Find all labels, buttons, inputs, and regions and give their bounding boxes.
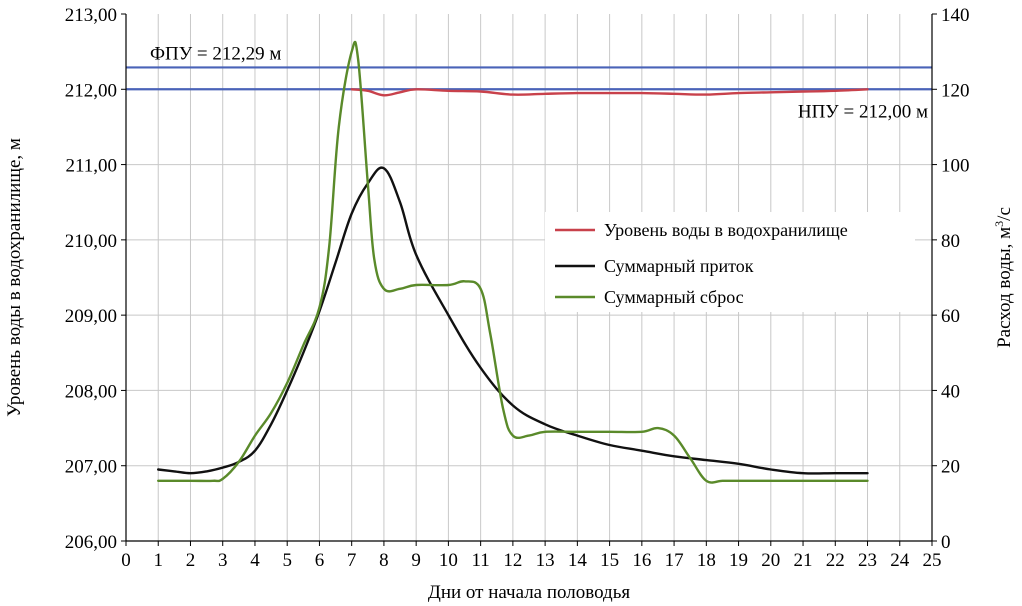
- npu-label: НПУ = 212,00 м: [798, 101, 928, 122]
- y-left-tick-label: 211,00: [65, 156, 117, 177]
- x-tick-label: 21: [794, 550, 813, 571]
- y-right-tick-label: 140: [941, 5, 970, 26]
- legend-label-inflow: Суммарный приток: [604, 256, 754, 276]
- x-tick-label: 24: [890, 550, 910, 571]
- fpu-label: ФПУ = 212,29 м: [150, 43, 281, 64]
- x-tick-label: 15: [600, 550, 619, 571]
- x-tick-label: 17: [665, 550, 684, 571]
- x-tick-label: 16: [632, 550, 651, 571]
- tick-labels: 0 1 2 3 4 5 6 7 8 9 10 11 12 13 14 15 16 17 18 19 20 21 22 23 24…: [65, 5, 970, 571]
- x-tick-label: 9: [411, 550, 421, 571]
- y-left-axis-title: Уровень воды в водохранилище, м: [4, 138, 25, 417]
- y-left-tick-label: 209,00: [65, 306, 117, 327]
- legend-label-level: Уровень воды в водохранилище: [604, 220, 848, 240]
- y-left-tick-label: 212,00: [65, 80, 117, 101]
- x-tick-label: 23: [858, 550, 877, 571]
- x-tick-label: 10: [439, 550, 458, 571]
- y-right-tick-label: 80: [941, 231, 960, 252]
- y-right-tick-label: 20: [941, 457, 960, 478]
- x-axis-title: Дни от начала половодья: [428, 582, 631, 603]
- x-tick-label: 18: [697, 550, 716, 571]
- x-tick-label: 3: [218, 550, 228, 571]
- y-right-tick-label: 60: [941, 306, 960, 327]
- x-tick-label: 20: [761, 550, 780, 571]
- y-right-axis-title-suffix: /с: [994, 207, 1015, 221]
- x-tick-label: 7: [347, 550, 357, 571]
- legend-label-discharge: Суммарный сброс: [604, 287, 744, 307]
- x-tick-label: 4: [250, 550, 260, 571]
- y-left-tick-label: 210,00: [65, 231, 117, 252]
- y-right-axis-title-sup: 3: [992, 221, 1006, 227]
- y-right-axis-title: Расход воды, м3/с: [992, 207, 1015, 348]
- x-tick-label: 6: [315, 550, 325, 571]
- x-tick-label: 0: [121, 550, 131, 571]
- x-tick-label: 8: [379, 550, 389, 571]
- y-left-tick-label: 208,00: [65, 381, 117, 402]
- y-right-tick-label: 120: [941, 80, 970, 101]
- x-tick-label: 11: [471, 550, 489, 571]
- series-line-discharge: [157, 40, 869, 484]
- x-tick-label: 5: [282, 550, 292, 571]
- y-right-axis-title-main: Расход воды, м: [994, 227, 1015, 348]
- y-left-tick-label: 207,00: [65, 457, 117, 478]
- y-left-tick-label: 206,00: [65, 532, 117, 553]
- x-tick-label: 19: [729, 550, 748, 571]
- y-right-tick-label: 100: [941, 156, 970, 177]
- y-right-tick-label: 0: [941, 532, 951, 553]
- series-line-level: [350, 88, 869, 97]
- x-tick-label: 1: [153, 550, 163, 571]
- x-tick-label: 25: [923, 550, 942, 571]
- x-tick-label: 12: [503, 550, 522, 571]
- x-tick-label: 2: [186, 550, 196, 571]
- x-tick-label: 22: [826, 550, 845, 571]
- reference-lines: [126, 66, 932, 91]
- legend-background: [545, 212, 915, 312]
- y-right-tick-label: 40: [941, 381, 960, 402]
- x-tick-label: 14: [568, 550, 588, 571]
- series-layer: [157, 40, 869, 484]
- y-left-tick-label: 213,00: [65, 5, 117, 26]
- x-tick-label: 13: [536, 550, 555, 571]
- axes: [121, 13, 937, 546]
- legend: Уровень воды в водохранилище Суммарный п…: [545, 212, 915, 312]
